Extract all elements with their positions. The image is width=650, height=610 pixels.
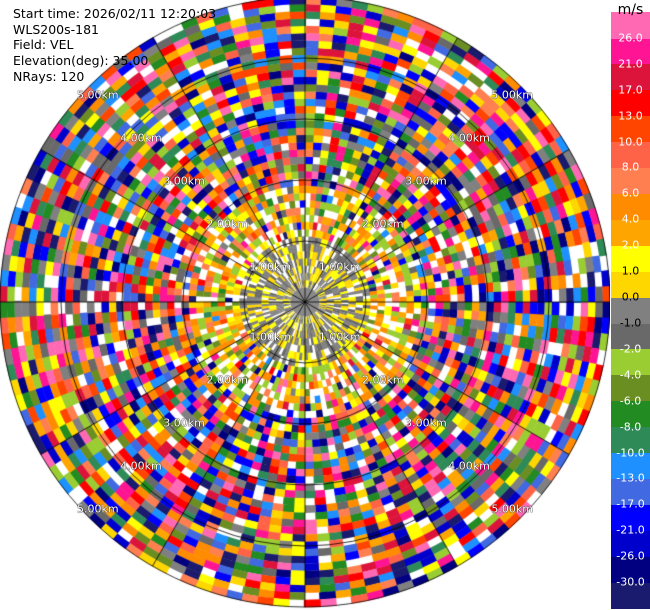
colorbar-tick-label: 10.0 (618, 135, 643, 149)
colorbar-bin (611, 245, 650, 272)
ppi-plot (0, 0, 610, 610)
colorbar-bin (611, 504, 650, 531)
colorbar-bin (611, 374, 650, 402)
colorbar: 26.0 21.0 17.0 13.0 10.0 8.0 6.0 4.0 2.0 1.0 0.0 -1… (611, 0, 650, 610)
colorbar-tick-label: -30.0 (616, 575, 645, 589)
colorbar-tick-label: 17.0 (618, 83, 643, 97)
colorbar-tick-label: 8.0 (621, 160, 640, 174)
instrument-label: WLS200s-181 (13, 21, 99, 37)
colorbar-tick-label: -1.0 (619, 316, 642, 330)
colorbar-tick-label: 1.0 (621, 264, 640, 278)
colorbar-bin (611, 115, 650, 143)
colorbar-bin (611, 322, 650, 350)
colorbar-bin (611, 400, 650, 428)
colorbar-tick-label: -2.0 (619, 342, 642, 356)
colorbar-tick-label: -10.0 (616, 446, 645, 460)
colorbar-tick-label: -21.0 (616, 523, 645, 537)
colorbar-bin (611, 530, 650, 557)
colorbar-bin (611, 63, 650, 91)
colorbar-bin (611, 193, 650, 220)
colorbar-bin (611, 167, 650, 194)
field-label: Field: VEL (13, 37, 74, 53)
colorbar-tick-label: 4.0 (621, 212, 640, 226)
colorbar-tick-label: 26.0 (618, 31, 643, 45)
colorbar-bin (611, 426, 650, 454)
colorbar-bin (611, 297, 650, 324)
colorbar-bin (611, 582, 650, 609)
colorbar-tick-label: -17.0 (616, 497, 645, 511)
colorbar-tick-label: 6.0 (621, 186, 640, 200)
colorbar-tick-label: -8.0 (619, 420, 642, 434)
colorbar-tick-label: -6.0 (619, 394, 642, 408)
colorbar-tick-label: 2.0 (621, 238, 640, 252)
colorbar-bin (611, 37, 650, 65)
colorbar-bin (611, 348, 650, 376)
elevation-label: Elevation(deg): 35.00 (13, 53, 149, 69)
colorbar-tick-label: -13.0 (616, 471, 645, 485)
colorbar-bin (611, 141, 650, 169)
colorbar-tick-label: 0.0 (621, 290, 640, 304)
colorbar-tick-label: -4.0 (619, 368, 642, 382)
start-time-label: Start time: 2026/02/11 12:20:03 (13, 6, 217, 21)
colorbar-bin (611, 219, 650, 246)
colorbar-bins: 26.0 21.0 17.0 13.0 10.0 8.0 6.0 4.0 2.0 1.0 0.0 -1… (611, 12, 650, 609)
colorbar-unit: m/s (617, 2, 644, 18)
colorbar-bin (611, 556, 650, 583)
colorbar-bin (611, 452, 650, 480)
nrays-label: NRays: 120 (13, 68, 85, 84)
colorbar-bin (611, 271, 650, 298)
plot-header: Start time: 2026/02/11 12:20:03 WLS200s-… (13, 6, 216, 85)
colorbar-tick-label: 21.0 (618, 57, 643, 71)
colorbar-tick-label: -26.0 (616, 549, 645, 563)
colorbar-bin (611, 12, 650, 39)
colorbar-bin (611, 89, 650, 117)
colorbar-tick-label: 13.0 (618, 109, 643, 123)
colorbar-bin (611, 478, 650, 505)
